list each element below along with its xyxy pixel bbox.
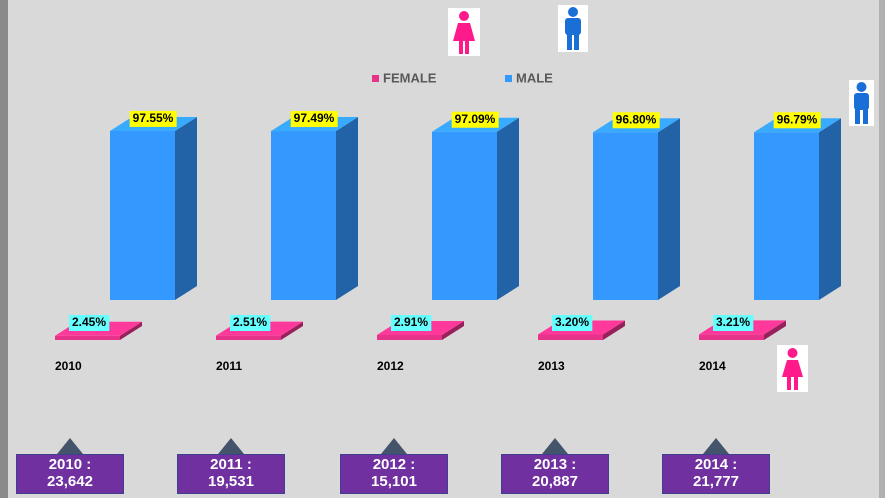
female-value-label: 3.20%: [555, 315, 589, 329]
male-bar-side: [658, 118, 680, 300]
female-value-label-bg: [390, 315, 432, 331]
box-pointer: [218, 438, 244, 454]
female-bar-side: [603, 320, 625, 340]
male-value-label: 96.80%: [616, 112, 657, 126]
male-bar: [754, 132, 819, 300]
total-box: 2010 : 23,642: [16, 454, 124, 494]
box-pointer: [542, 438, 568, 454]
box-pointer: [57, 438, 83, 454]
male-value-label: 97.49%: [294, 111, 335, 125]
total-box: 2011 : 19,531: [177, 454, 285, 494]
female-bar: [216, 335, 281, 340]
male-bar-side: [497, 117, 519, 300]
male-value-label-bg: [290, 111, 338, 128]
female-bar-side: [764, 320, 786, 340]
female-bar-side: [442, 320, 464, 340]
male-value-label-bg: [451, 111, 499, 128]
male-value-label: 97.55%: [133, 111, 174, 125]
x-tick-label: 2013: [538, 359, 565, 373]
female-icon: [448, 8, 480, 56]
male-value-label: 97.09%: [455, 112, 496, 126]
female-bar: [538, 334, 603, 340]
male-bar-side: [336, 117, 358, 300]
female-icon: [777, 345, 808, 392]
female-bar: [377, 334, 442, 340]
legend-swatch: [372, 75, 379, 82]
legend-swatch: [505, 75, 512, 82]
male-value-label-bg: [773, 112, 821, 129]
female-value-label-bg: [68, 315, 110, 331]
male-bar: [110, 130, 175, 300]
left-border: [0, 0, 8, 498]
male-icon: [558, 5, 588, 52]
female-bar-side: [120, 321, 142, 340]
male-bar: [593, 132, 658, 300]
male-bar-side: [819, 118, 841, 300]
total-box: 2013 : 20,887: [501, 454, 609, 494]
female-value-label: 3.21%: [716, 315, 750, 329]
female-value-label-bg: [551, 315, 593, 331]
male-bar: [432, 131, 497, 300]
legend-label: FEMALE: [383, 70, 437, 85]
female-bar: [699, 334, 764, 340]
male-bar-side: [175, 116, 197, 300]
box-pointer: [703, 438, 729, 454]
female-bar: [55, 335, 120, 340]
total-box: 2012 : 15,101: [340, 454, 448, 494]
x-tick-label: 2014: [699, 359, 726, 373]
male-bar: [271, 131, 336, 300]
box-pointer: [381, 438, 407, 454]
x-tick-label: 2010: [55, 359, 82, 373]
total-box: 2014 : 21,777: [662, 454, 770, 494]
female-value-label: 2.91%: [394, 315, 428, 329]
x-tick-label: 2011: [216, 359, 242, 373]
male-value-label: 96.79%: [777, 112, 818, 126]
female-value-label-bg: [229, 315, 271, 331]
x-tick-label: 2012: [377, 359, 404, 373]
female-value-label: 2.51%: [233, 315, 267, 329]
right-border: [879, 0, 885, 498]
female-value-label-bg: [712, 315, 754, 331]
female-value-label: 2.45%: [72, 315, 106, 329]
male-icon: [849, 80, 874, 126]
female-bar-side: [281, 321, 303, 340]
male-value-label-bg: [612, 112, 660, 129]
legend-label: MALE: [516, 70, 553, 85]
male-value-label-bg: [129, 110, 177, 127]
